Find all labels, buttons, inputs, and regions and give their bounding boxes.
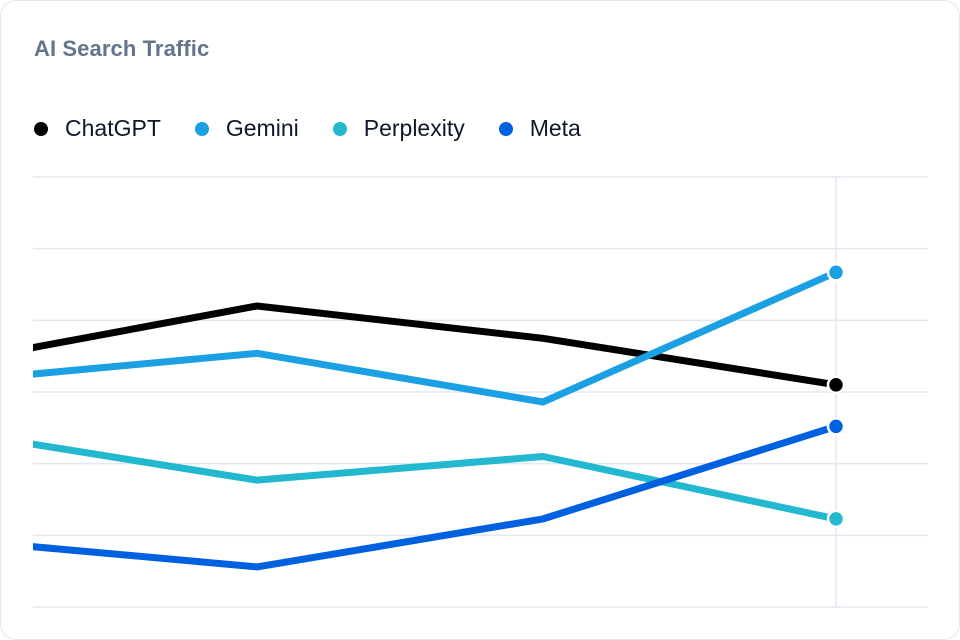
legend-item-gemini[interactable]: Gemini — [194, 115, 299, 142]
series-line-perplexity — [33, 440, 837, 523]
data-point-marker[interactable] — [826, 509, 846, 529]
legend-item-meta[interactable]: Meta — [498, 115, 581, 142]
legend-label: Meta — [529, 115, 581, 141]
legend-item-perplexity[interactable]: Perplexity — [332, 115, 465, 142]
legend-label: ChatGPT — [65, 115, 161, 141]
data-point-marker[interactable] — [826, 375, 846, 395]
data-point-marker[interactable] — [826, 417, 846, 436]
legend-label: Gemini — [225, 115, 299, 141]
data-point-marker[interactable] — [826, 263, 846, 282]
legend-label: Perplexity — [363, 115, 465, 141]
series-line-gemini — [33, 269, 838, 406]
legend-dot-icon — [332, 121, 347, 136]
legend-dot-icon — [34, 121, 48, 136]
chart-title: AI Search Traffic — [34, 36, 210, 61]
legend-dot-icon — [194, 121, 209, 136]
legend-item-chatgpt[interactable]: ChatGPT — [34, 115, 161, 142]
chart-legend: ChatGPT Gemini Perplexity Meta — [34, 115, 615, 142]
series-line-meta — [33, 423, 838, 571]
legend-dot-icon — [498, 121, 513, 136]
series-line-chatgpt — [33, 302, 837, 389]
